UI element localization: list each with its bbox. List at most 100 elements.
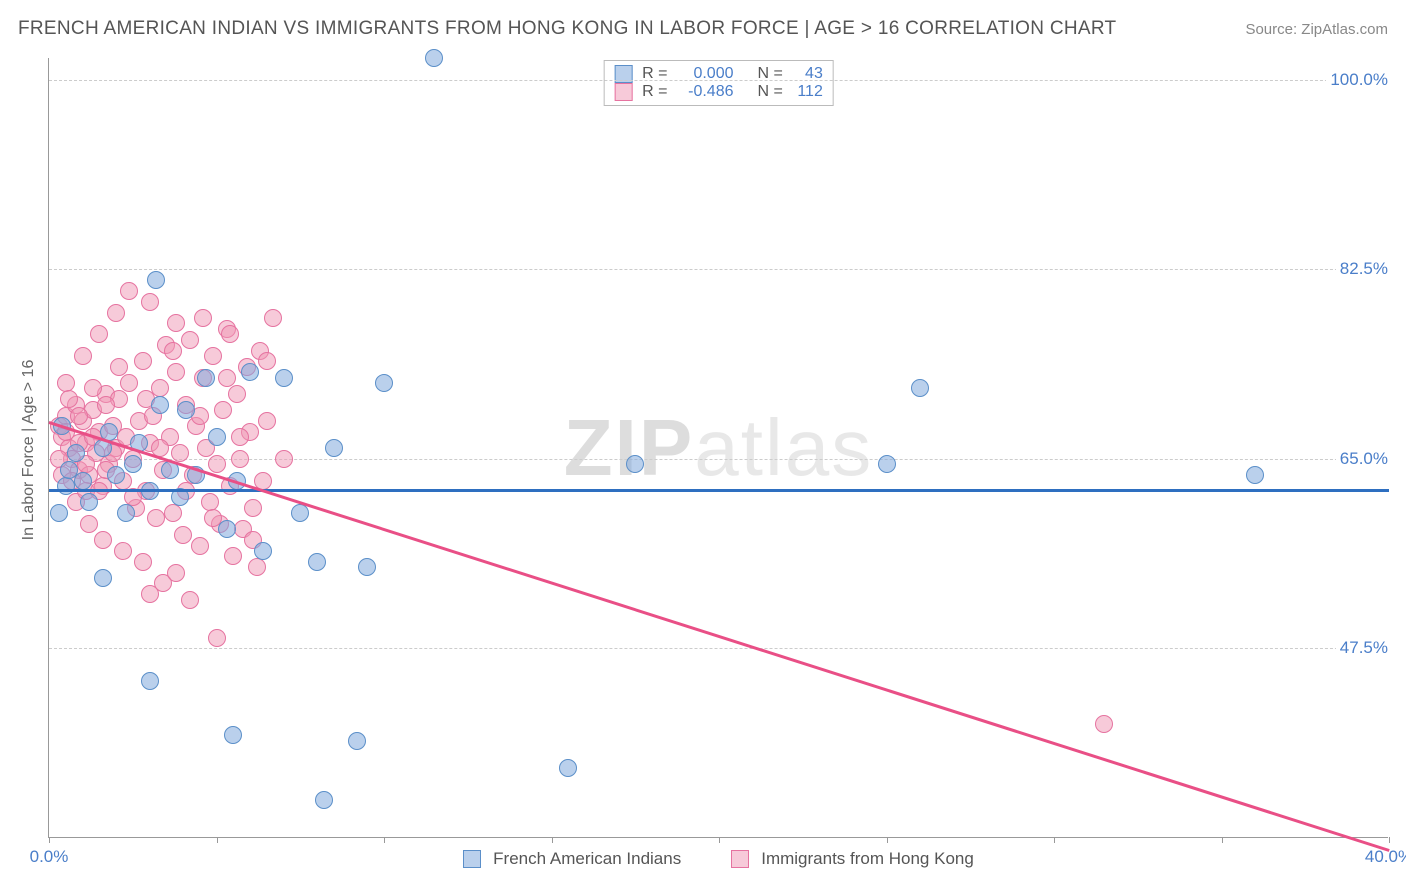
marker-pink: [141, 585, 159, 603]
marker-blue: [147, 271, 165, 289]
source-label: Source: ZipAtlas.com: [1245, 21, 1388, 38]
marker-pink: [248, 558, 266, 576]
marker-blue: [107, 466, 125, 484]
marker-pink: [167, 363, 185, 381]
marker-pink: [107, 304, 125, 322]
trendline-pink: [49, 421, 1390, 851]
plot-area: ZIPatlas R = 0.000 N = 43 R = -0.486 N =…: [48, 58, 1388, 838]
xtick: [552, 837, 553, 843]
watermark: ZIPatlas: [564, 402, 873, 494]
watermark-atlas: atlas: [694, 403, 873, 492]
legend-item-pink: Immigrants from Hong Kong: [731, 849, 974, 869]
stats-row-pink: R = -0.486 N = 112: [614, 83, 823, 101]
marker-blue: [878, 455, 896, 473]
xtick: [217, 837, 218, 843]
marker-pink: [231, 450, 249, 468]
stats-box: R = 0.000 N = 43 R = -0.486 N = 112: [603, 60, 834, 106]
gridline: [49, 459, 1388, 460]
marker-pink: [167, 564, 185, 582]
marker-pink: [208, 629, 226, 647]
marker-pink: [208, 455, 226, 473]
marker-blue: [94, 569, 112, 587]
gridline: [49, 648, 1388, 649]
title-bar: FRENCH AMERICAN INDIAN VS IMMIGRANTS FRO…: [18, 18, 1388, 40]
marker-pink: [134, 352, 152, 370]
xtick: [1389, 837, 1390, 843]
trendline-blue: [49, 489, 1389, 492]
N-label: N =: [758, 83, 783, 101]
xtick: [1222, 837, 1223, 843]
marker-pink: [264, 309, 282, 327]
marker-blue: [208, 428, 226, 446]
marker-pink: [70, 407, 88, 425]
legend-label-blue: French American Indians: [493, 849, 681, 869]
marker-blue: [241, 363, 259, 381]
marker-pink: [60, 390, 78, 408]
marker-pink: [228, 385, 246, 403]
marker-blue: [348, 732, 366, 750]
marker-pink: [221, 325, 239, 343]
marker-pink: [201, 493, 219, 511]
marker-pink: [114, 542, 132, 560]
marker-blue: [559, 759, 577, 777]
marker-pink: [94, 531, 112, 549]
marker-pink: [191, 537, 209, 555]
y-axis-label: In Labor Force | Age > 16: [20, 360, 38, 541]
marker-blue: [50, 504, 68, 522]
marker-blue: [358, 558, 376, 576]
marker-pink: [181, 591, 199, 609]
marker-pink: [174, 526, 192, 544]
marker-pink: [164, 342, 182, 360]
xtick: [719, 837, 720, 843]
marker-blue: [124, 455, 142, 473]
marker-blue: [325, 439, 343, 457]
marker-pink: [141, 293, 159, 311]
marker-pink: [218, 369, 236, 387]
marker-blue: [117, 504, 135, 522]
swatch-pink: [614, 83, 632, 101]
ytick-label: 47.5%: [1336, 638, 1392, 658]
marker-pink: [97, 396, 115, 414]
marker-blue: [375, 374, 393, 392]
legend-item-blue: French American Indians: [463, 849, 681, 869]
marker-pink: [110, 358, 128, 376]
marker-pink: [181, 331, 199, 349]
gridline: [49, 80, 1388, 81]
marker-pink: [275, 450, 293, 468]
xtick: [1054, 837, 1055, 843]
marker-blue: [308, 553, 326, 571]
marker-blue: [291, 504, 309, 522]
marker-pink: [231, 428, 249, 446]
xtick: [887, 837, 888, 843]
marker-pink: [120, 374, 138, 392]
xtick-label: 0.0%: [30, 847, 69, 867]
marker-blue: [141, 672, 159, 690]
marker-pink: [147, 509, 165, 527]
legend-label-pink: Immigrants from Hong Kong: [761, 849, 974, 869]
marker-pink: [258, 352, 276, 370]
N-value-pink: 112: [789, 83, 823, 101]
xtick: [384, 837, 385, 843]
gridline: [49, 269, 1388, 270]
marker-pink: [120, 282, 138, 300]
marker-pink: [164, 504, 182, 522]
marker-blue: [151, 396, 169, 414]
marker-blue: [425, 49, 443, 67]
marker-blue: [218, 520, 236, 538]
marker-blue: [224, 726, 242, 744]
marker-pink: [80, 515, 98, 533]
ytick-label: 65.0%: [1336, 449, 1392, 469]
marker-pink: [84, 379, 102, 397]
ytick-label: 100.0%: [1326, 70, 1392, 90]
bottom-legend: French American Indians Immigrants from …: [49, 849, 1388, 869]
marker-pink: [194, 309, 212, 327]
ytick-label: 82.5%: [1336, 259, 1392, 279]
marker-pink: [258, 412, 276, 430]
marker-pink: [74, 347, 92, 365]
marker-pink: [167, 314, 185, 332]
chart-title: FRENCH AMERICAN INDIAN VS IMMIGRANTS FRO…: [18, 18, 1116, 40]
R-label: R =: [642, 83, 667, 101]
marker-blue: [275, 369, 293, 387]
marker-blue: [1246, 466, 1264, 484]
marker-blue: [80, 493, 98, 511]
